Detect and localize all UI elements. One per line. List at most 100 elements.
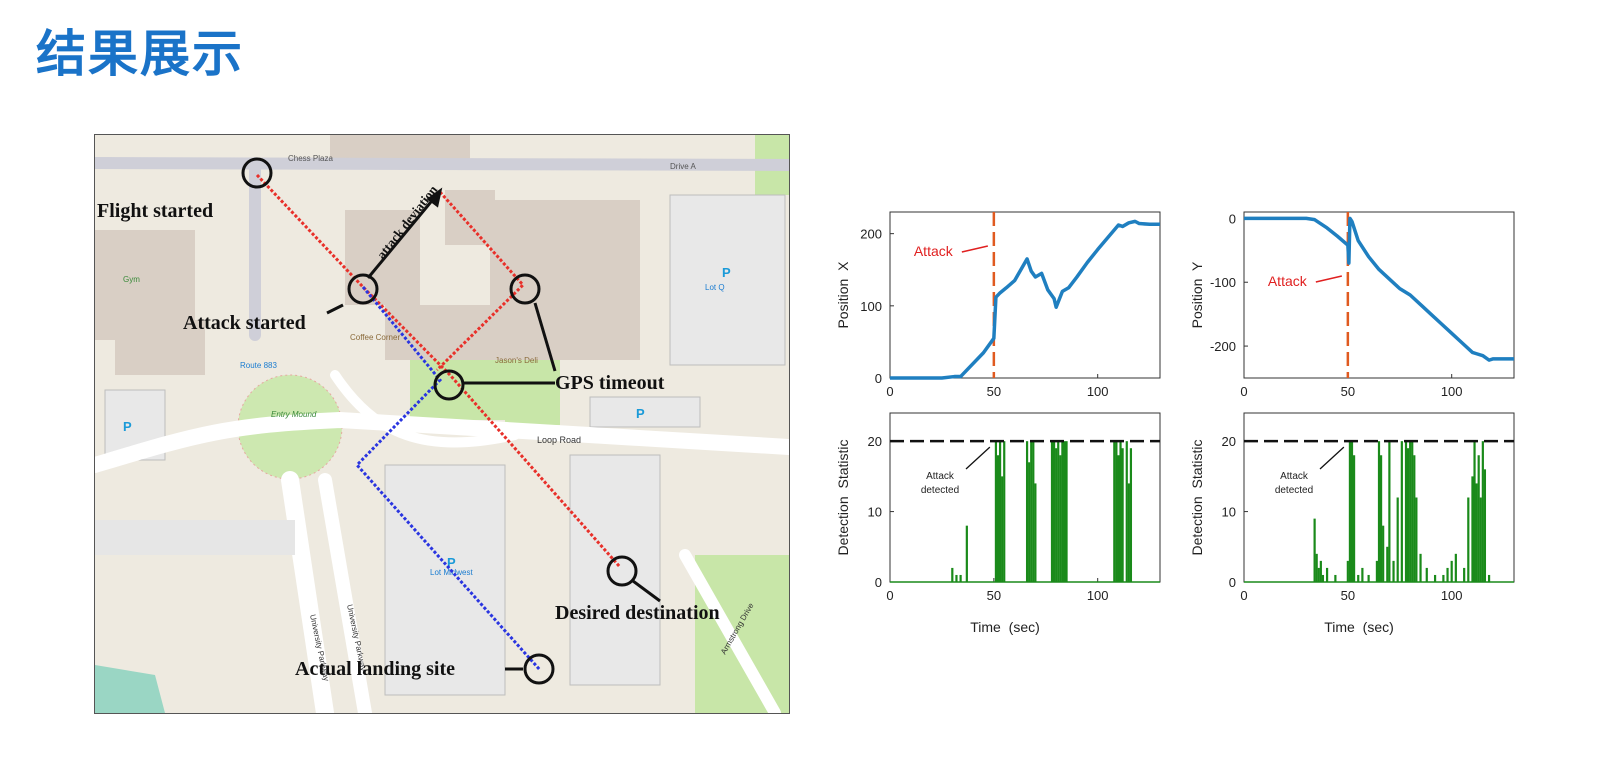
page-title: 结果展示: [36, 25, 244, 83]
detection-bar: [1121, 448, 1124, 582]
label-loop-road: Loop Road: [537, 435, 581, 445]
x-tick-label: 50: [987, 588, 1001, 603]
y-tick-label: 10: [868, 505, 882, 520]
position-series-line: [890, 219, 1160, 380]
marker-actual-landing: [523, 653, 555, 685]
detection-bar: [1061, 441, 1064, 582]
detection-bar: [1325, 567, 1329, 582]
attack-detected-annotation: Attack: [926, 471, 955, 482]
label-entry-mound: Entry Mound: [271, 410, 317, 419]
label-jasons-deli: Jason's Deli: [495, 356, 538, 365]
x-tick-label: 50: [1341, 384, 1355, 399]
detection-bar: [1352, 455, 1356, 582]
detection-bar: [1119, 441, 1122, 582]
attack-annotation-arrow: [1315, 275, 1343, 283]
detection-bar: [951, 567, 954, 582]
detection-bar: [1028, 462, 1031, 582]
annotation-desired-destination: Desired destination: [555, 602, 720, 624]
detection-bar: [1113, 441, 1116, 582]
detection-bar: [1003, 441, 1006, 582]
parking-icon-west: P: [123, 419, 132, 434]
x-tick-label: 100: [1087, 588, 1109, 603]
detection-bar: [1419, 553, 1422, 582]
attack-annotation: Attack: [914, 243, 954, 259]
detection-bar: [1375, 560, 1379, 582]
detection-bar: [965, 525, 968, 582]
y-tick-label: -200: [1210, 339, 1236, 354]
detection-bar: [1400, 441, 1403, 582]
detection-bar: [1063, 441, 1066, 582]
detection-bar: [1377, 441, 1381, 582]
actual-flight-path: [354, 286, 542, 671]
detection-bar: [1467, 497, 1470, 582]
detection-bar: [1379, 455, 1383, 582]
detection-bar: [1117, 455, 1120, 582]
y-axis-label: Detection Statistic: [1189, 439, 1205, 555]
label-route-883: Route 883: [240, 361, 277, 370]
y-tick-label: 10: [1222, 505, 1236, 520]
x-tick-label: 100: [1087, 384, 1109, 399]
detection-bar: [994, 441, 998, 582]
detection-bar: [1315, 553, 1318, 582]
detection-bar: [1032, 441, 1035, 582]
detection-bar: [1409, 441, 1412, 582]
y-tick-label: 0: [1229, 575, 1236, 590]
y-tick-label: 200: [860, 227, 882, 242]
parking-icon-lot-west: P: [447, 555, 456, 570]
x-tick-label: 100: [1441, 384, 1463, 399]
marker-desired-destination: [606, 555, 638, 587]
detection-bar: [1388, 441, 1391, 582]
parking-icon-loop: P: [636, 406, 645, 421]
marker-gps-timeout-2: [433, 369, 465, 401]
deviated-attack-path: [435, 191, 526, 372]
attack-annotation-arrow: [961, 245, 989, 253]
detection-bar: [1357, 574, 1360, 582]
detection-bar: [1415, 497, 1418, 582]
detection-bar: [1348, 441, 1352, 582]
detection-bar: [1463, 567, 1466, 582]
y-tick-label: 0: [1229, 211, 1236, 226]
x-tick-label: 50: [1341, 588, 1355, 603]
detection-bar: [955, 574, 958, 582]
label-coffee-corner: Coffee Corner: [350, 333, 400, 342]
map-roads: [87, 157, 797, 722]
position-series-line: [1244, 216, 1514, 362]
detection-bar: [1487, 574, 1491, 582]
detection-bar: [1125, 441, 1128, 582]
attack-deviation-arrow: [366, 196, 437, 279]
detection-bar: [1433, 574, 1437, 582]
detection-bar: [1065, 441, 1068, 582]
x-axis-label: Time (sec): [970, 619, 1040, 635]
detection-bar: [1471, 476, 1474, 582]
detection-bar: [1425, 567, 1428, 582]
x-tick-label: 100: [1441, 588, 1463, 603]
y-tick-label: 20: [1222, 434, 1236, 449]
detection-bar: [1050, 441, 1054, 582]
detection-bar: [1454, 553, 1457, 582]
detection-bar: [1477, 455, 1480, 582]
x-tick-label: 0: [1240, 588, 1247, 603]
y-axis-label: Detection Statistic: [835, 439, 851, 555]
detection-bar: [1406, 448, 1410, 582]
marker-attack-started: [347, 273, 379, 305]
annotation-actual-landing: Actual landing site: [295, 658, 455, 680]
detection-bar: [1346, 560, 1349, 582]
planned-flight-path: [255, 173, 622, 568]
map-svg: Chess Plaza Drive A Gym Coffee Corner Ja…: [87, 135, 797, 722]
plot-frame-top-left: [889, 211, 1161, 379]
detection-bar: [1055, 448, 1058, 582]
attack-detected-arrow: [965, 446, 991, 470]
detection-bar: [1350, 441, 1354, 582]
y-axis-label: Position X: [835, 261, 851, 329]
detection-bar: [1382, 525, 1385, 582]
x-tick-label: 0: [1240, 384, 1247, 399]
detection-bar: [1386, 546, 1389, 582]
detection-bar: [1034, 483, 1037, 582]
detection-bar: [1450, 560, 1453, 582]
attack-detected-annotation: detected: [921, 485, 959, 496]
detection-bar: [1396, 497, 1399, 582]
y-tick-label: 0: [875, 371, 882, 386]
label-drive-a: Drive A: [670, 162, 696, 171]
detection-bar: [1442, 574, 1445, 582]
